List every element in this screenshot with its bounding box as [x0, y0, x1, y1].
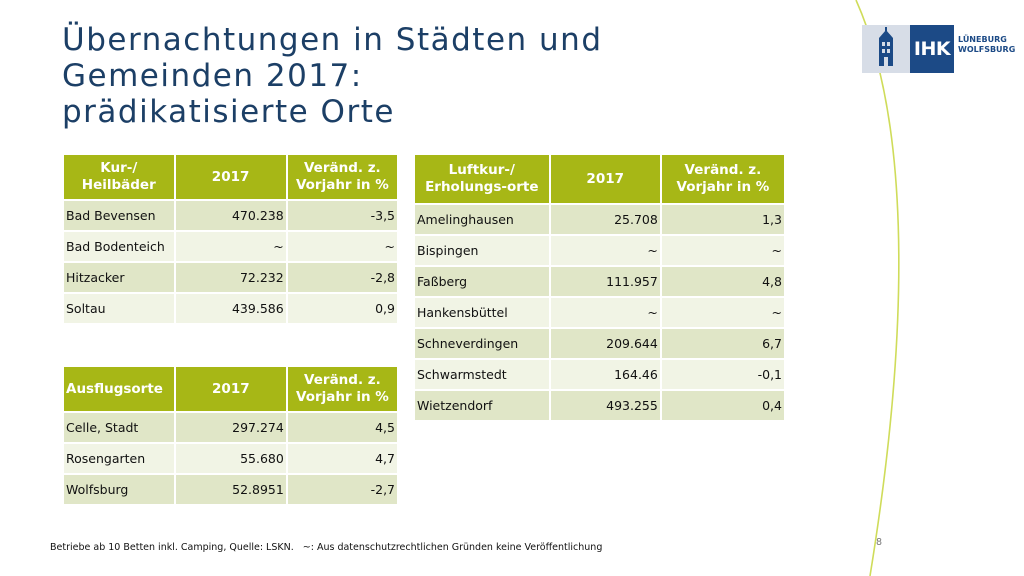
table-row: Amelinghausen 25.708 1,3 [415, 205, 784, 234]
table-luftkurorte: Luftkur-/ Erholungs-orte 2017 Veränd. z.… [413, 153, 786, 422]
title-line: Gemeinden 2017: [62, 58, 363, 94]
place-name-cell: Soltau [64, 294, 174, 323]
table-row: Hitzacker 72.232 -2,8 [64, 263, 397, 292]
change-percent-cell: 0,9 [287, 294, 397, 323]
change-percent-cell: -0,1 [661, 360, 784, 389]
column-header: 2017 [175, 155, 286, 199]
change-percent-cell: ~ [661, 298, 784, 327]
table-row: Schwarmstedt 164.46 -0,1 [415, 360, 784, 389]
overnight-stays-cell: 25.708 [550, 205, 660, 234]
change-percent-cell: ~ [287, 232, 397, 261]
overnight-stays-cell: ~ [550, 298, 660, 327]
change-percent-cell: -3,5 [287, 201, 397, 230]
column-header: Ausflugsorte [64, 367, 174, 411]
column-header: Kur-/ Heilbäder [64, 155, 174, 199]
place-name-cell: Rosengarten [64, 444, 174, 473]
place-name-cell: Schwarmstedt [415, 360, 549, 389]
column-header: 2017 [550, 155, 660, 203]
overnight-stays-cell: 164.46 [550, 360, 660, 389]
change-percent-cell: 4,7 [287, 444, 397, 473]
column-header: Luftkur-/ Erholungs-orte [415, 155, 549, 203]
building-tower-icon [862, 25, 910, 73]
table-row: Bad Bodenteich ~ ~ [64, 232, 397, 261]
overnight-stays-cell: 55.680 [175, 444, 286, 473]
column-header: Veränd. z. Vorjahr in % [287, 367, 397, 411]
change-percent-cell: 1,3 [661, 205, 784, 234]
place-name-cell: Celle, Stadt [64, 413, 174, 442]
logo-city-text: LÜNEBURG WOLFSBURG [958, 35, 1015, 55]
overnight-stays-cell: 297.274 [175, 413, 286, 442]
change-percent-cell: -2,7 [287, 475, 397, 504]
place-name-cell: Hankensbüttel [415, 298, 549, 327]
change-percent-cell: 4,8 [661, 267, 784, 296]
table-row: Wolfsburg 52.8951 -2,7 [64, 475, 397, 504]
column-header: Veränd. z. Vorjahr in % [287, 155, 397, 199]
table-row: Bispingen ~ ~ [415, 236, 784, 265]
table-ausflugsorte: Ausflugsorte 2017 Veränd. z. Vorjahr in … [62, 365, 399, 506]
logo-city-line: LÜNEBURG [958, 35, 1007, 44]
place-name-cell: Hitzacker [64, 263, 174, 292]
change-percent-cell: ~ [661, 236, 784, 265]
table-row: Rosengarten 55.680 4,7 [64, 444, 397, 473]
ihk-wordmark: IHK [910, 25, 954, 73]
page-title: Übernachtungen in Städten und Gemeinden … [62, 22, 682, 130]
place-name-cell: Schneverdingen [415, 329, 549, 358]
column-header: Veränd. z. Vorjahr in % [661, 155, 784, 203]
overnight-stays-cell: ~ [175, 232, 286, 261]
place-name-cell: Bad Bevensen [64, 201, 174, 230]
overnight-stays-cell: 470.238 [175, 201, 286, 230]
overnight-stays-cell: 439.586 [175, 294, 286, 323]
change-percent-cell: 4,5 [287, 413, 397, 442]
change-percent-cell: 0,4 [661, 391, 784, 420]
title-line: Übernachtungen in Städten und [62, 22, 603, 58]
footnote: Betriebe ab 10 Betten inkl. Camping, Que… [50, 542, 603, 553]
page-number: 8 [876, 537, 883, 548]
place-name-cell: Bispingen [415, 236, 549, 265]
overnight-stays-cell: 72.232 [175, 263, 286, 292]
overnight-stays-cell: 52.8951 [175, 475, 286, 504]
table-row: Soltau 439.586 0,9 [64, 294, 397, 323]
table-row: Hankensbüttel ~ ~ [415, 298, 784, 327]
table-row: Wietzendorf 493.255 0,4 [415, 391, 784, 420]
table-row: Celle, Stadt 297.274 4,5 [64, 413, 397, 442]
table-row: Bad Bevensen 470.238 -3,5 [64, 201, 397, 230]
change-percent-cell: -2,8 [287, 263, 397, 292]
title-line: prädikatisierte Orte [62, 94, 395, 130]
overnight-stays-cell: ~ [550, 236, 660, 265]
change-percent-cell: 6,7 [661, 329, 784, 358]
table-row: Faßberg 111.957 4,8 [415, 267, 784, 296]
overnight-stays-cell: 209.644 [550, 329, 660, 358]
place-name-cell: Bad Bodenteich [64, 232, 174, 261]
table-kur-heilbaeder: Kur-/ Heilbäder 2017 Veränd. z. Vorjahr … [62, 153, 399, 325]
place-name-cell: Wietzendorf [415, 391, 549, 420]
ihk-logo: IHK LÜNEBURG WOLFSBURG [862, 25, 1015, 73]
place-name-cell: Amelinghausen [415, 205, 549, 234]
column-header: 2017 [175, 367, 286, 411]
logo-city-line: WOLFSBURG [958, 45, 1016, 54]
place-name-cell: Wolfsburg [64, 475, 174, 504]
table-row: Schneverdingen 209.644 6,7 [415, 329, 784, 358]
overnight-stays-cell: 111.957 [550, 267, 660, 296]
place-name-cell: Faßberg [415, 267, 549, 296]
overnight-stays-cell: 493.255 [550, 391, 660, 420]
